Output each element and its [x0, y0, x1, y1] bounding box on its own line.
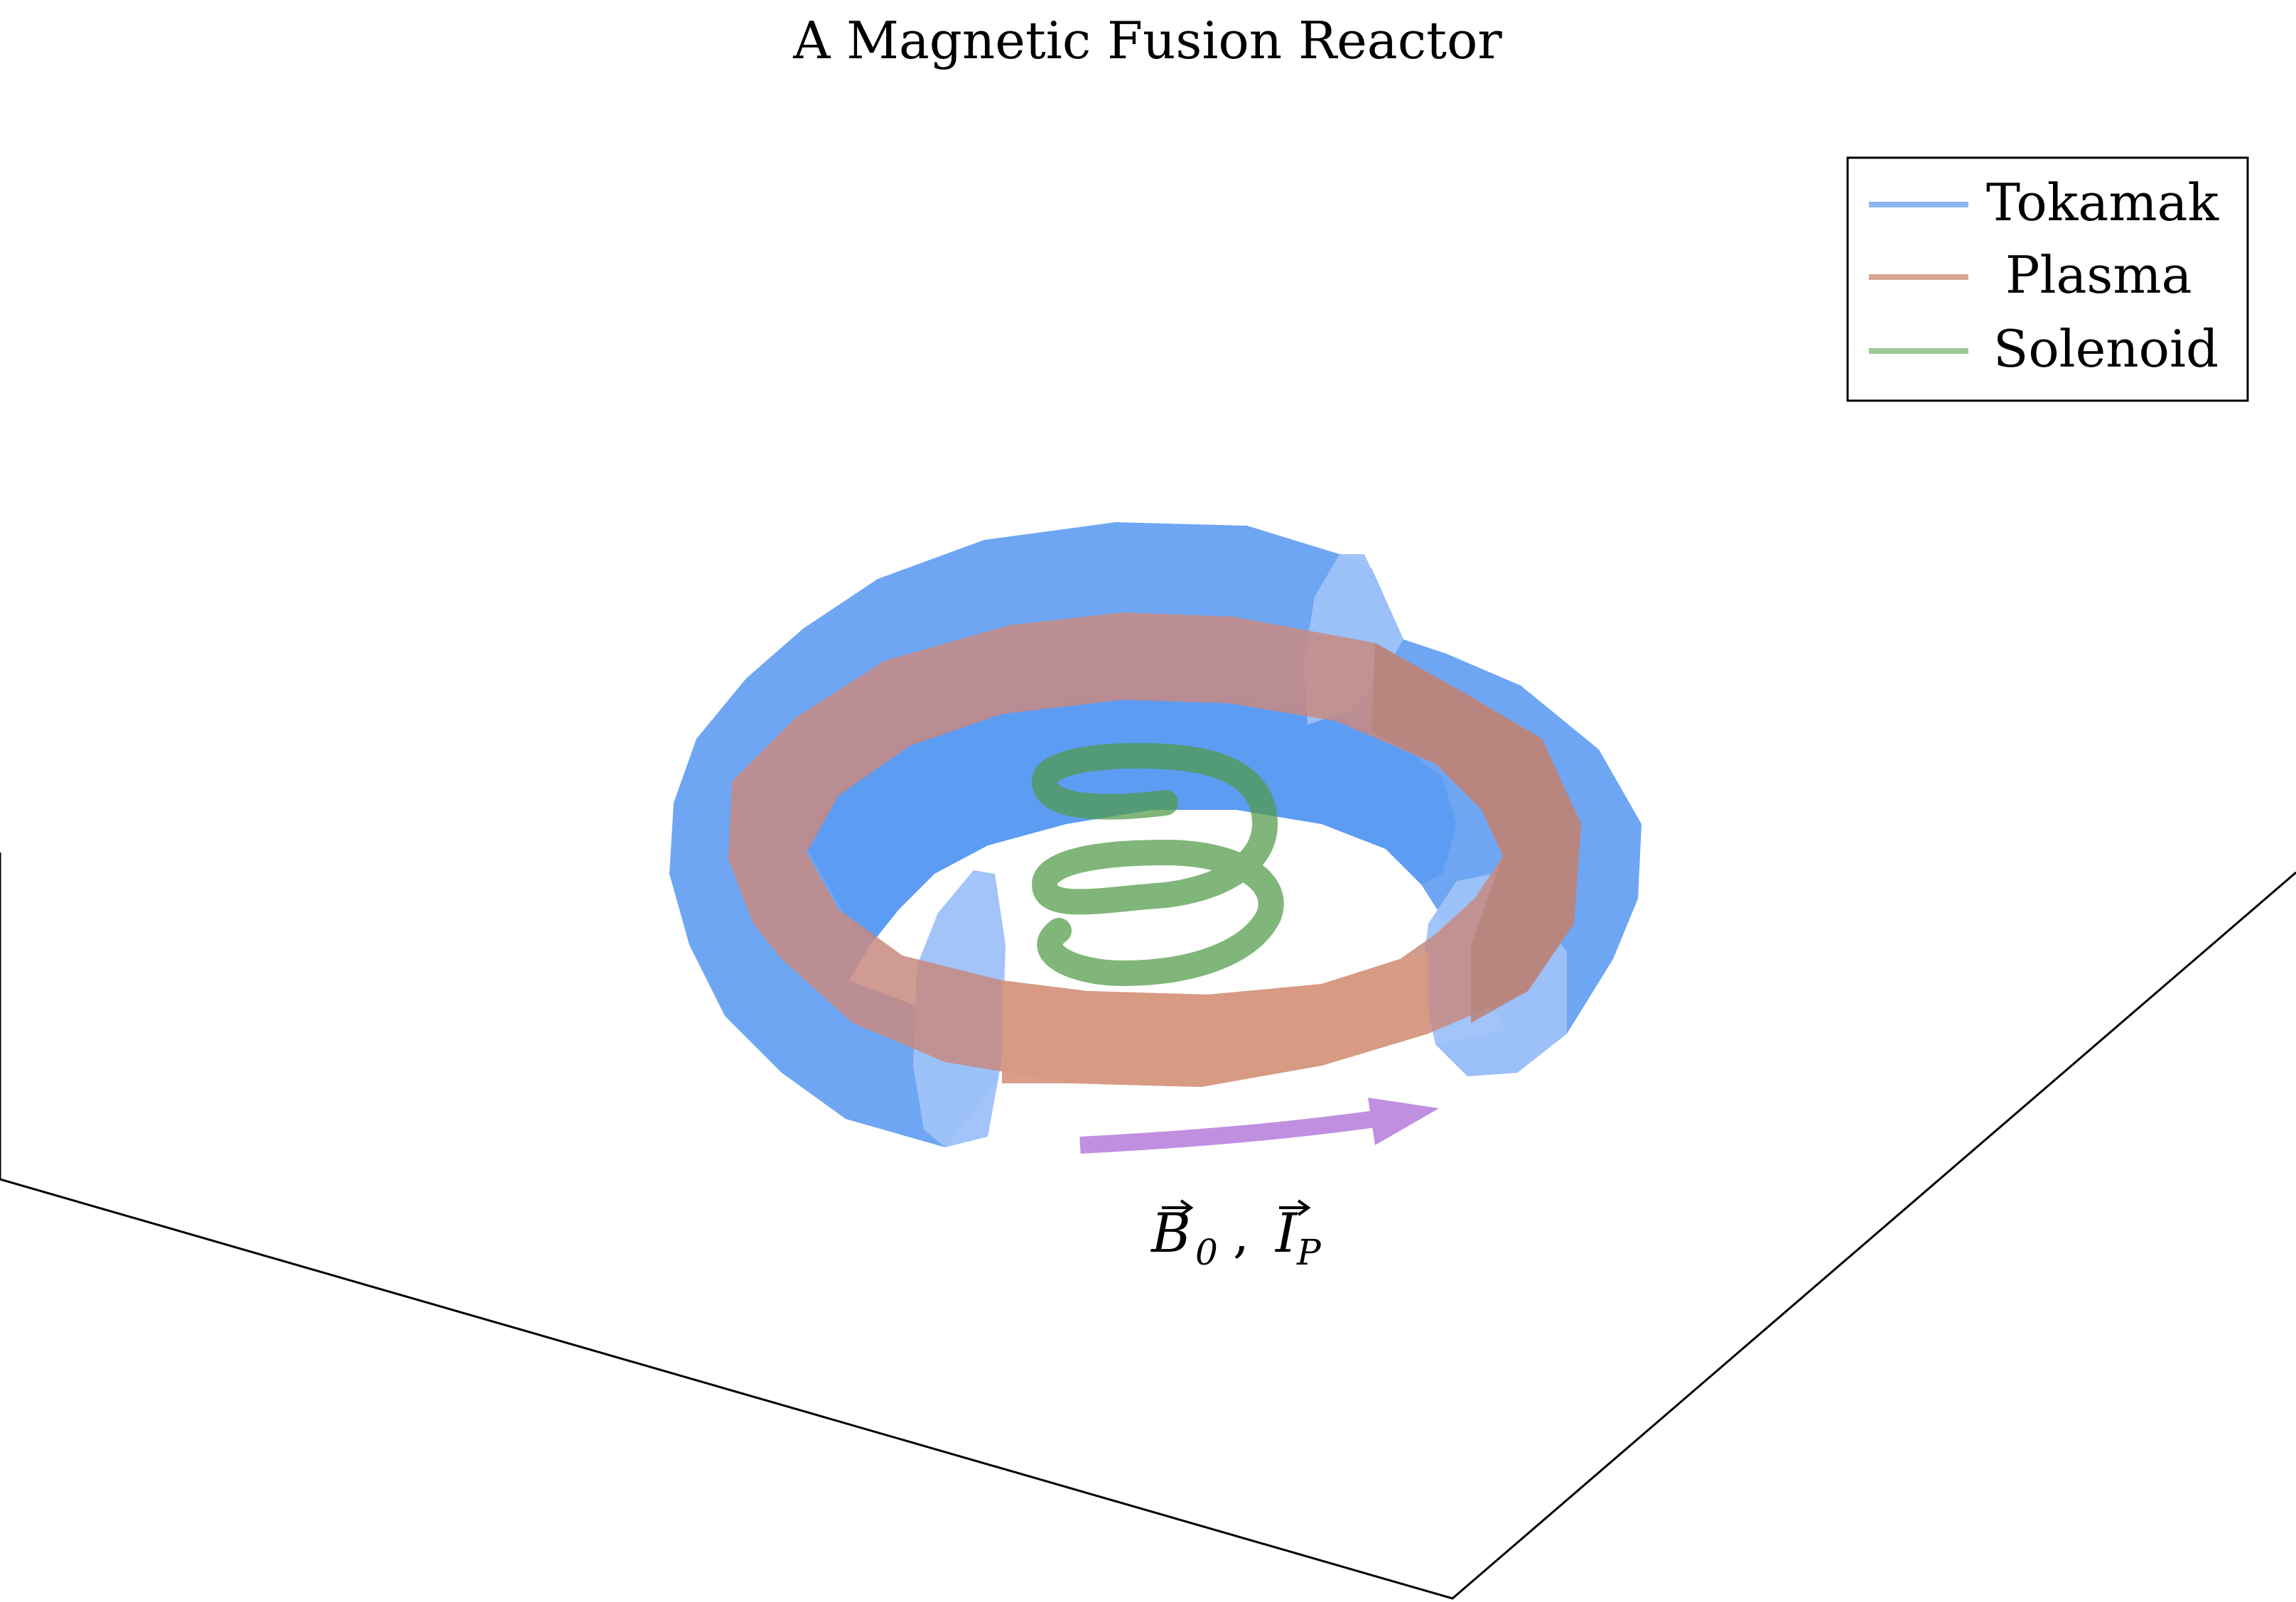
- legend-entry-tokamak: Tokamak: [1869, 173, 2220, 232]
- plasma-right-segment: [1371, 643, 1581, 1023]
- legend-label-plasma: Plasma: [2005, 245, 2192, 305]
- legend: Tokamak Plasma Solenoid: [1846, 156, 2249, 402]
- plasma-front-segment: [1002, 952, 1428, 1087]
- vector-arrow-b: [1162, 1199, 1194, 1216]
- legend-label-tokamak: Tokamak: [1986, 173, 2220, 232]
- floor-plane: [0, 853, 2296, 1600]
- legend-label-solenoid: Solenoid: [1993, 319, 2219, 379]
- field-subscript: 0: [1195, 1232, 1218, 1273]
- field-current-label: B 0 , I P: [1150, 1199, 1322, 1273]
- figure-title: A Magnetic Fusion Reactor: [792, 11, 1502, 70]
- vector-arrow-i: [1279, 1199, 1311, 1216]
- legend-entry-solenoid: Solenoid: [1869, 319, 2219, 379]
- field-symbol: B: [1150, 1201, 1191, 1265]
- legend-entry-plasma: Plasma: [1869, 245, 2192, 305]
- tokamak-inner-wall: [803, 689, 1457, 945]
- current-symbol: I: [1274, 1201, 1298, 1265]
- floor-edge-lines: [0, 853, 2296, 1600]
- plasma-body: [728, 612, 1581, 1087]
- central-solenoid: [1032, 742, 1284, 986]
- label-separator: ,: [1233, 1204, 1249, 1264]
- plasma-ring: [728, 612, 1581, 1087]
- arrow-shaft: [1079, 1110, 1376, 1154]
- field-current-arrow: [1079, 1098, 1439, 1154]
- solenoid-coil: [1032, 742, 1284, 986]
- arrow-head: [1368, 1098, 1439, 1145]
- current-subscript: P: [1296, 1232, 1322, 1273]
